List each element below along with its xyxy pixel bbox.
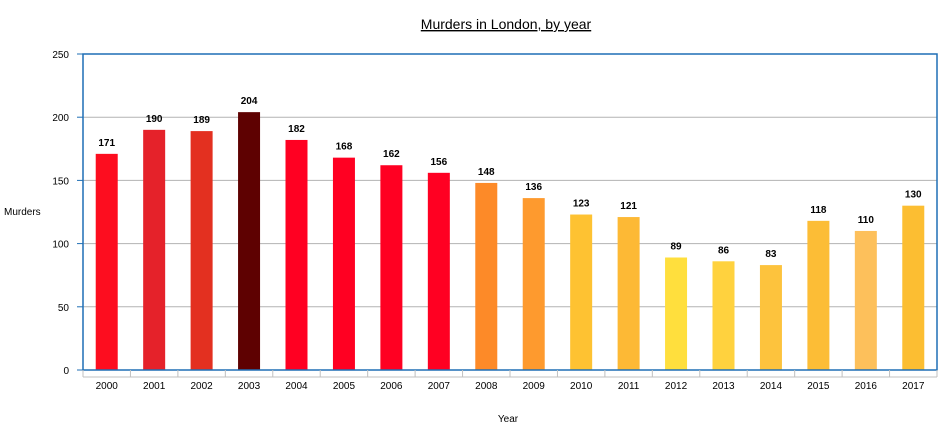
data-label: 121	[620, 201, 637, 212]
y-tick-label: 50	[58, 303, 70, 314]
data-label: 83	[765, 249, 777, 260]
data-label: 130	[905, 190, 922, 201]
gridlines	[83, 116, 937, 308]
data-label: 156	[430, 157, 447, 168]
bar	[617, 217, 640, 370]
x-tick-label: 2002	[190, 381, 213, 392]
y-tick-label: 0	[63, 366, 69, 377]
x-tick-label: 2013	[712, 381, 735, 392]
bar	[332, 157, 355, 370]
x-tick-label: 2010	[570, 381, 593, 392]
bar	[570, 214, 593, 370]
y-axis-label: Murders	[4, 207, 41, 218]
bar	[95, 153, 118, 370]
chart-title: Murders in London, by year	[421, 16, 592, 32]
bar	[380, 165, 403, 370]
data-label: 110	[858, 215, 875, 226]
x-tick-label: 2014	[760, 381, 783, 392]
x-tick-label: 2011	[618, 381, 640, 392]
x-tick-label: 2008	[475, 381, 498, 392]
x-tick-label: 2016	[855, 381, 878, 392]
data-label: 189	[193, 115, 210, 126]
bar	[143, 129, 166, 370]
x-axis-ticks: 2000 2001 2002 2003 2004 2005 2006 2007 2008 2009…	[82, 370, 938, 392]
x-tick-label: 2000	[96, 381, 119, 392]
data-label: 171	[98, 138, 115, 149]
data-label: 162	[383, 149, 400, 160]
bar	[475, 182, 498, 370]
x-axis-label: Year	[498, 414, 519, 425]
x-tick-label: 2017	[902, 381, 925, 392]
bar	[427, 172, 450, 370]
bars	[95, 112, 925, 371]
x-tick-label: 2009	[523, 381, 546, 392]
data-label: 204	[241, 96, 258, 107]
x-tick-label: 2012	[665, 381, 688, 392]
bar	[712, 261, 735, 370]
data-label: 123	[573, 199, 590, 210]
x-tick-label: 2007	[428, 381, 451, 392]
x-tick-label: 2003	[238, 381, 261, 392]
y-tick-label: 150	[52, 176, 69, 187]
x-tick-label: 2006	[380, 381, 403, 392]
bar	[238, 112, 261, 371]
bar	[807, 220, 830, 370]
bar	[522, 198, 545, 370]
data-label: 148	[478, 167, 495, 178]
y-tick-label: 100	[52, 240, 69, 251]
bar	[285, 139, 308, 370]
y-axis-ticks: 0 50 100 150 200 250	[52, 50, 83, 377]
bar	[902, 205, 925, 370]
x-tick-label: 2015	[807, 381, 830, 392]
data-label: 118	[810, 205, 827, 216]
data-label: 86	[718, 245, 730, 256]
bar	[665, 257, 688, 370]
x-tick-label: 2005	[333, 381, 356, 392]
x-tick-label: 2004	[285, 381, 308, 392]
bar	[190, 131, 213, 370]
data-label: 89	[670, 242, 682, 253]
data-label: 190	[146, 114, 163, 125]
data-label: 168	[336, 142, 353, 153]
x-tick-label: 2001	[143, 381, 166, 392]
data-label: 182	[288, 124, 305, 135]
y-tick-label: 200	[52, 113, 69, 124]
data-label: 136	[525, 182, 542, 193]
y-tick-label: 250	[52, 50, 69, 61]
bar	[854, 230, 877, 370]
bar	[759, 265, 782, 370]
data-labels: 171 190 189 204 182 168 162 156 148 136 123 121 89 86…	[98, 96, 922, 260]
